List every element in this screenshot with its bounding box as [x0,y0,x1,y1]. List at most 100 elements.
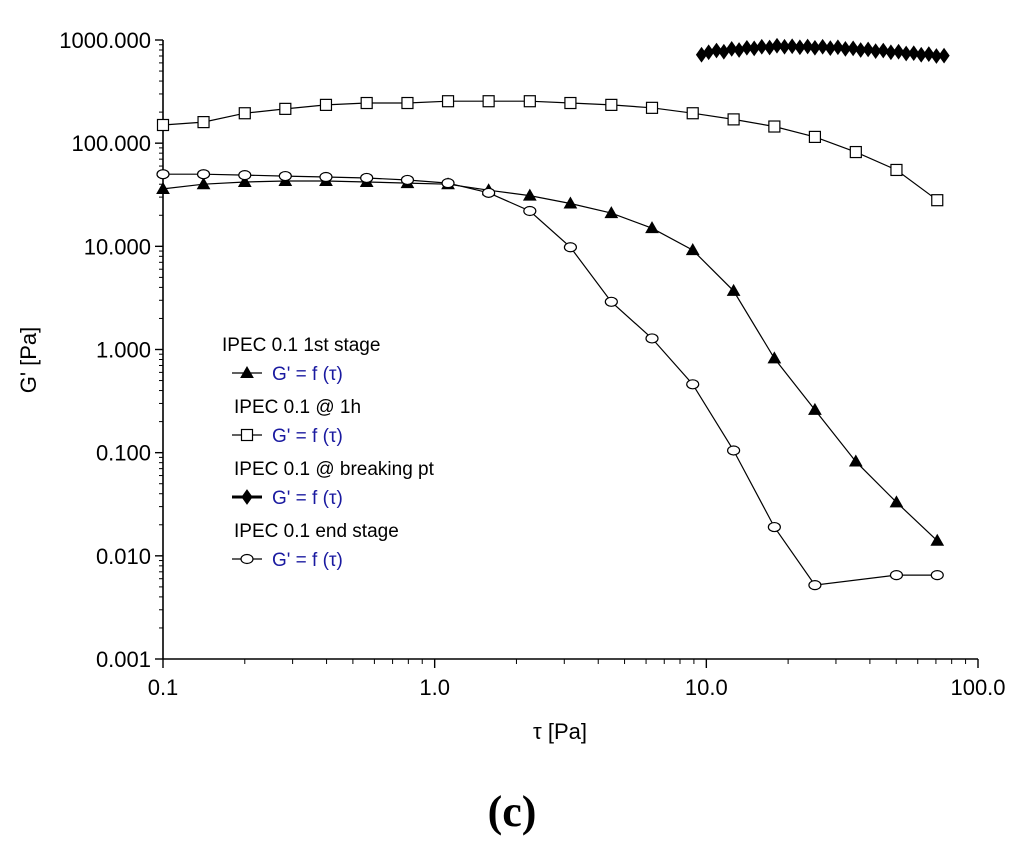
data-point [930,533,945,546]
legend: IPEC 0.1 1st stage G' = f (τ) IPEC 0.1 @ 1… [222,335,435,571]
data-point [685,243,700,256]
data-point [238,170,252,181]
data-point [563,196,578,209]
legend-marker [240,428,254,442]
data-point [319,98,333,111]
y-tick-label: 0.010 [96,544,151,569]
legend-function-label: G' = f (τ) [272,426,343,447]
data-point [686,107,699,120]
data-point [832,39,844,56]
legend-function-label: G' = f (τ) [272,364,343,385]
data-point [278,170,292,182]
data-point [319,171,333,183]
x-tick-label: 100.0 [950,675,1005,700]
data-point [605,98,618,111]
y-axis-title: G' [Pa] [16,327,41,394]
data-point [767,351,782,364]
data-point [727,445,741,456]
data-point [877,42,889,59]
data-point [726,283,741,296]
series-line [162,100,938,201]
data-point [808,402,822,415]
y-tick-label: 1000.000 [59,28,151,53]
data-point [156,181,170,194]
data-point [847,40,859,57]
x-tick-label: 10.0 [685,675,728,700]
series-line [162,180,938,542]
data-point [839,41,852,57]
data-point [756,38,768,55]
data-point [930,48,943,64]
data-point [849,145,862,159]
data-point [482,95,495,108]
series-3 [695,37,950,64]
data-point [741,39,753,56]
y-tick-label: 10.000 [84,234,151,259]
legend-marker [240,553,254,565]
data-point [778,38,791,55]
data-point [604,296,618,307]
data-point [892,43,905,60]
data-point [604,206,619,219]
data-point [727,113,740,126]
data-point [522,188,537,201]
legend-function-label: G' = f (τ) [272,550,343,571]
data-point [889,570,904,581]
data-point [733,42,745,58]
data-point [360,96,373,110]
x-tick-label: 0.1 [148,675,179,700]
data-point [808,130,822,144]
y-tick-label: 0.001 [96,647,151,672]
data-point [238,107,251,120]
legend-series-name: IPEC 0.1 end stage [234,521,399,542]
data-point [196,169,211,180]
data-point [237,175,252,188]
series-2 [156,95,944,207]
data-point [441,95,455,108]
data-point [726,41,738,57]
data-point [400,174,415,186]
data-point [718,43,730,60]
legend-marker [240,365,254,378]
data-point [862,41,874,58]
legend-marker [241,489,253,505]
data-point [890,163,903,177]
data-point [802,38,814,55]
legend-function-label: G' = f (τ) [272,488,343,509]
data-point [563,242,578,253]
series-4 [156,169,944,591]
data-point [930,570,944,581]
legend-series-name: IPEC 0.1 @ breaking pt [234,459,435,480]
data-point [645,221,659,234]
panel-label: (c) [488,787,537,836]
data-point [768,120,781,133]
data-point [523,205,537,217]
plot-series [156,37,950,591]
data-point [710,42,723,59]
data-point [564,96,577,110]
data-point [686,379,700,390]
y-tick-label: 1.000 [96,338,151,363]
y-tick-label: 0.100 [96,441,151,466]
data-point [938,47,950,64]
data-point [908,45,920,62]
data-point [523,95,536,108]
data-point [156,118,170,132]
data-point [196,177,211,190]
data-point [482,187,496,198]
data-point [900,45,912,62]
data-point [923,46,935,62]
x-axis-title: τ [Pa] [533,719,587,744]
data-point [808,580,822,591]
data-point [441,178,455,189]
data-point [156,169,170,180]
legend-series-name: IPEC 0.1 1st stage [222,335,380,356]
data-point [645,333,659,344]
data-point [817,38,829,55]
plot-axes: 0.001 0.010 0.100 1.000 10.000 100.000 1000.00… [59,28,1005,700]
data-point [401,96,414,110]
x-tick-label: 1.0 [419,675,450,700]
data-point [197,116,210,129]
legend-series-name: IPEC 0.1 @ 1h [234,397,361,418]
